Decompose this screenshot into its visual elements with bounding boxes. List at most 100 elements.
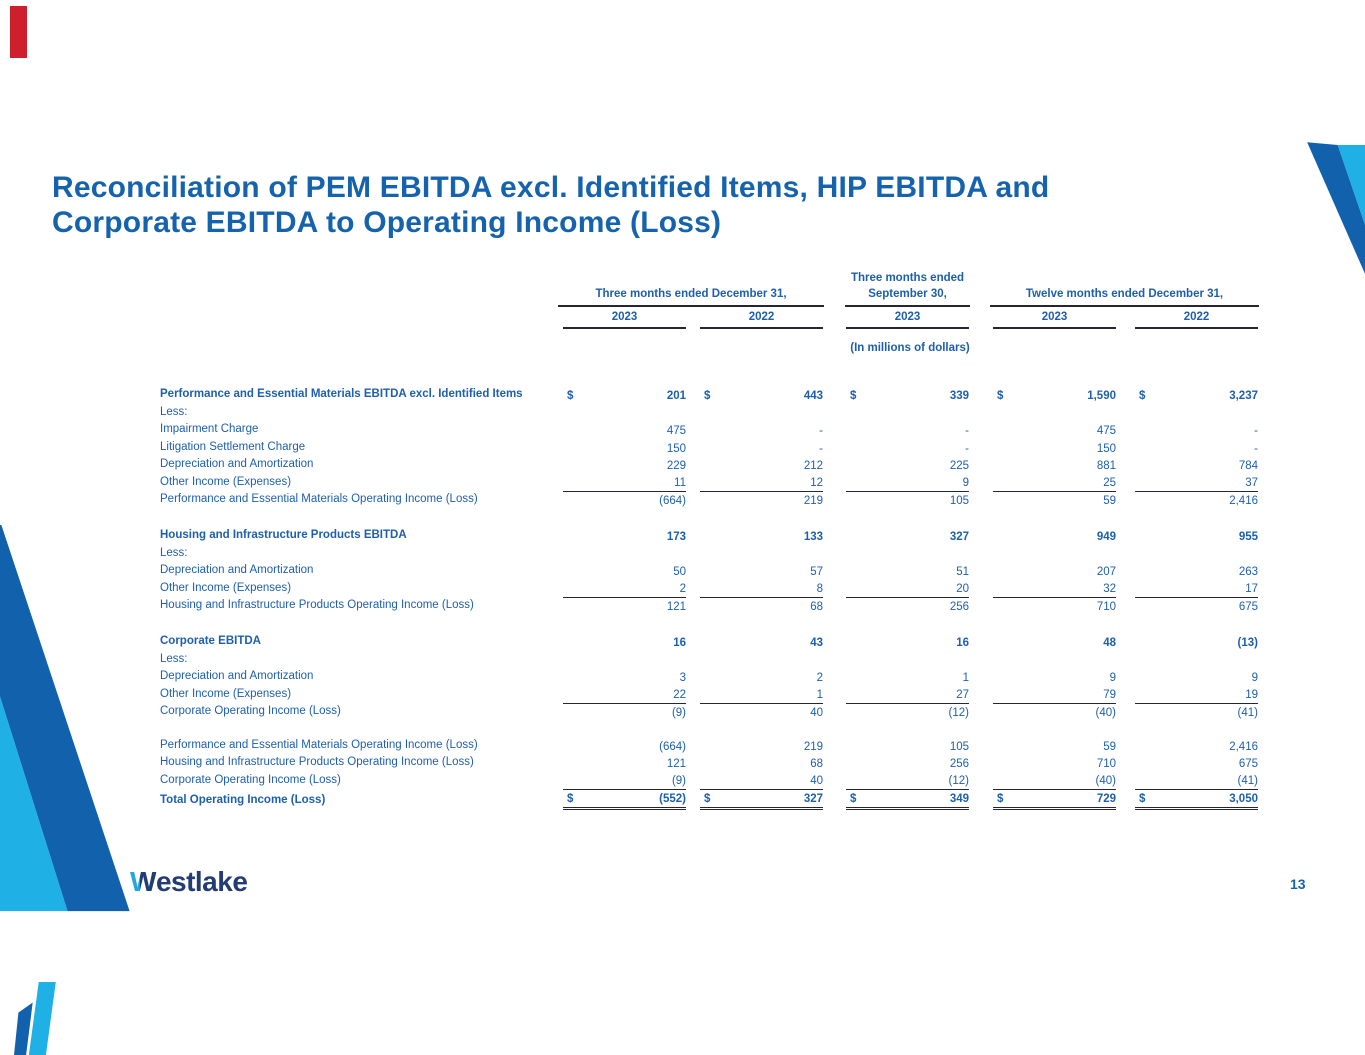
cell-value: (41) [1237,707,1258,719]
value-cell: 68 [700,598,823,616]
value-cell [846,651,969,669]
value-cell: 79 [993,686,1116,704]
cell-value: 105 [949,740,969,753]
value-cell: 955 [1135,525,1258,545]
cell-value: 710 [1096,758,1116,770]
value-cell: (12) [846,772,969,790]
cell-value: 729 [1096,792,1116,805]
cell-value: 225 [949,460,969,472]
value-cell: 16 [563,631,686,651]
q4-group-underline [558,305,824,307]
value-cell: 207 [993,563,1116,581]
cell-value: 133 [803,531,823,543]
value-cell [700,545,823,563]
value-cell: 32 [993,580,1116,598]
row-label: Corporate EBITDA [160,635,261,647]
value-cell: 11 [563,474,686,492]
cell-value: 20 [956,582,969,595]
currency-symbol: $ [850,792,857,805]
cell-value: 327 [949,531,969,543]
cell-value: 16 [956,637,969,649]
cell-value: 675 [1238,601,1258,613]
table-rows: Performance and Essential Materials EBIT… [160,370,1260,810]
year-underline-3 [846,327,969,329]
row-label: Total Operating Income (Loss) [160,793,326,806]
value-cell: $1,590 [993,370,1116,404]
row-label: Performance and Essential Materials Oper… [160,738,478,751]
value-cell: 37 [1135,474,1258,492]
bottom-left-corner-ribbon [14,982,69,1055]
table-row: Other Income (Expenses) 11 12 9 25 37 [160,474,1260,492]
cell-value: - [1254,442,1258,455]
value-cell: - [700,439,823,457]
cell-value: 68 [810,601,823,613]
column-group-september-line2: September 30, [868,288,947,300]
table-row: Housing and Infrastructure Products Oper… [160,598,1260,616]
row-label: Other Income (Expenses) [160,475,292,488]
table-row: Corporate Operating Income (Loss) (9) 40 (1… [160,772,1260,790]
cell-value: 256 [949,601,969,613]
value-cell: (40) [993,772,1116,790]
cell-value: 22 [673,688,686,701]
value-cell [563,545,686,563]
table-row: Less: [160,404,1260,422]
year-header-3: 2023 [894,311,921,323]
cell-value: (552) [659,792,686,805]
value-cell: 51 [846,563,969,581]
value-cell: 949 [993,525,1116,545]
row-label: Corporate Operating Income (Loss) [160,705,341,717]
value-cell: 229 [563,457,686,475]
cell-value: 121 [666,758,686,770]
currency-symbol: $ [704,792,711,805]
cell-value: 675 [1238,758,1258,770]
value-cell: (664) [563,492,686,510]
cell-value: - [1254,425,1258,437]
value-cell: - [846,422,969,440]
year-header-5: 2022 [1183,311,1210,323]
value-cell: 16 [846,631,969,651]
cell-value: 79 [1103,688,1116,701]
row-label: Depreciation and Amortization [160,670,314,682]
cell-value: (9) [671,707,686,719]
westlake-logo: W W estlake [130,866,248,902]
value-cell: 784 [1135,457,1258,475]
reconciliation-table: Three months ended Three months ended De… [160,270,1260,830]
value-cell: 212 [700,457,823,475]
table-row: Depreciation and Amortization 229 212 225 88… [160,457,1260,475]
value-cell: 263 [1135,563,1258,581]
row-label: Housing and Infrastructure Products Oper… [160,599,474,611]
currency-symbol: $ [704,390,711,402]
value-cell: 121 [563,598,686,616]
cell-value: 17 [1245,582,1258,595]
cell-value: 201 [666,390,686,402]
year-underline-4 [993,327,1116,329]
cell-value: 150 [666,442,686,455]
cell-value: - [965,442,969,455]
cell-value: 50 [673,566,686,578]
cell-value: 121 [666,601,686,613]
value-cell: 3 [563,669,686,687]
value-cell: 225 [846,457,969,475]
cell-value: 443 [803,390,823,402]
value-cell: 675 [1135,598,1258,616]
table-row: Performance and Essential Materials Oper… [160,492,1260,510]
value-cell: 675 [1135,755,1258,773]
september-group-underline [845,305,970,307]
value-cell: 105 [846,737,969,755]
value-cell [993,651,1116,669]
cell-value: 150 [1096,442,1116,455]
value-cell: 1 [846,669,969,687]
row-label: Less: [160,405,188,418]
cell-value: (9) [671,774,686,787]
top-right-ribbon [1300,138,1365,278]
value-cell: (41) [1135,772,1258,790]
cell-value: 8 [816,582,823,595]
cell-value: 105 [949,495,969,507]
value-cell: 256 [846,755,969,773]
cell-value: 9 [1109,672,1116,684]
value-cell: $443 [700,370,823,404]
table-row: Depreciation and Amortization 3 2 1 9 9 [160,669,1260,687]
cell-value: 955 [1238,531,1258,543]
cell-value: 327 [803,792,823,805]
table-row: Total Operating Income (Loss) $ (552) $327 $… [160,790,1260,810]
